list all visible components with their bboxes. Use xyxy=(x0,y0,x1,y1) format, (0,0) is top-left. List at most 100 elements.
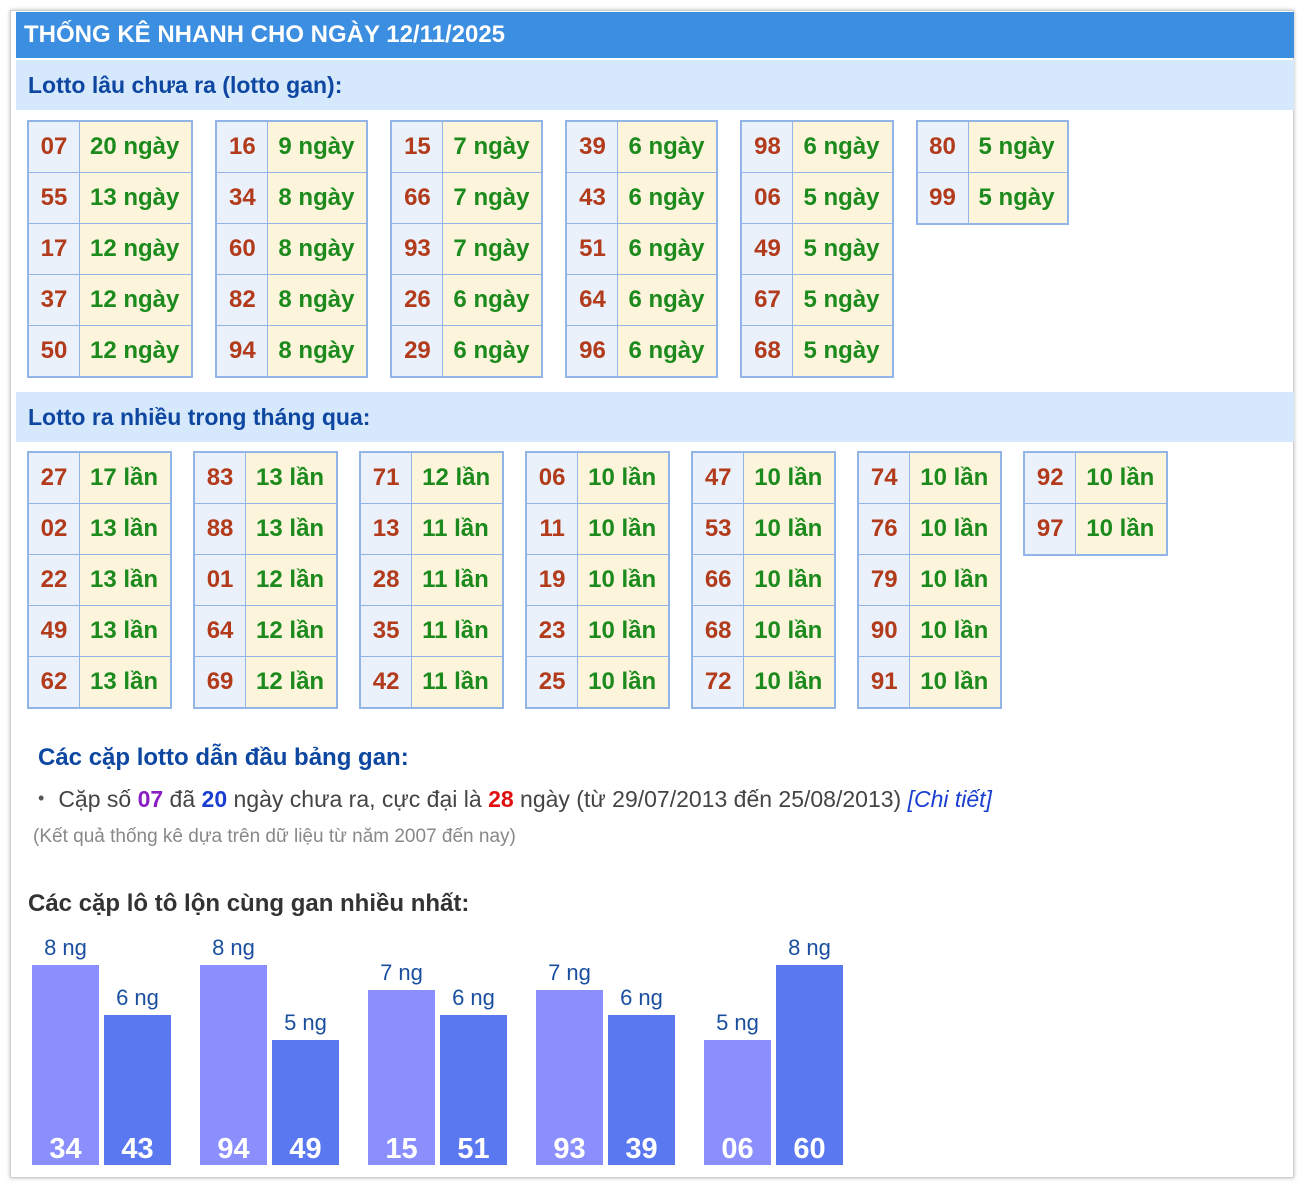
value-label: 7 ng xyxy=(380,960,423,985)
category-label: 34 xyxy=(49,1133,81,1165)
category-label: 43 xyxy=(121,1133,153,1165)
lotto-count: 6 ngày xyxy=(617,325,718,378)
lotto-number: 53 xyxy=(691,503,745,555)
stat-row: 23 10 lần xyxy=(525,605,670,657)
lotto-count: 7 ngày xyxy=(442,172,543,224)
lotto-count: 5 ngày xyxy=(792,172,894,224)
lotto-count: 10 lần xyxy=(577,605,670,657)
stat-row: 49 5 ngày xyxy=(740,223,894,275)
lotto-number: 37 xyxy=(27,274,80,326)
bar xyxy=(200,965,267,1165)
lotto-count: 13 lần xyxy=(245,503,338,555)
lotto-count: 10 lần xyxy=(909,451,1002,504)
lotto-number: 06 xyxy=(740,172,794,224)
lotto-number: 34 xyxy=(215,172,269,224)
stat-row: 16 9 ngày xyxy=(215,120,368,173)
lotto-number: 49 xyxy=(740,223,794,275)
lotto-count: 8 ngày xyxy=(267,172,368,224)
lotto-number: 97 xyxy=(1023,503,1077,556)
section-title: Lotto lâu chưa ra (lotto gan): xyxy=(16,60,1294,110)
stat-row: 49 13 lần xyxy=(27,605,172,657)
value-label: 6 ng xyxy=(116,985,159,1010)
lotto-count: 13 lần xyxy=(79,554,172,606)
stat-row: 93 7 ngày xyxy=(390,223,543,275)
stat-row: 39 6 ngày xyxy=(565,120,718,173)
bar xyxy=(272,1040,339,1165)
lotto-count: 6 ngày xyxy=(617,223,718,275)
table-body: 83 13 lần 88 13 lần 01 12 lần 64 12 lần 69 12 lần xyxy=(193,451,338,709)
stat-row: 82 8 ngày xyxy=(215,274,368,326)
lotto-count: 10 lần xyxy=(909,605,1002,657)
lotto-number: 39 xyxy=(565,120,619,173)
lotto-count: 11 lần xyxy=(411,554,504,606)
lotto-number: 01 xyxy=(193,554,247,606)
lotto-count: 6 ngày xyxy=(617,120,718,173)
lotto-number: 94 xyxy=(215,325,269,378)
stat-table: 83 13 lần 88 13 lần 01 12 lần 64 12 lần 69 12 lần xyxy=(193,451,339,709)
lotto-count: 5 ngày xyxy=(967,172,1069,225)
lotto-number: 47 xyxy=(691,451,745,504)
lotto-number: 67 xyxy=(740,274,794,326)
lotto-count: 13 lần xyxy=(79,503,172,555)
stat-row: 01 12 lần xyxy=(193,554,338,606)
lotto-count: 10 lần xyxy=(743,605,836,657)
lotto-count: 10 lần xyxy=(577,503,670,555)
note: (Kết quả thống kê dựa trên dữ liệu từ nă… xyxy=(33,826,516,847)
lotto-number: 22 xyxy=(27,554,80,606)
table-body: 06 10 lần 11 10 lần 19 10 lần 23 10 lần 25 10 lần xyxy=(525,451,670,709)
lotto-number: 72 xyxy=(691,656,745,709)
lotto-number: 15 xyxy=(390,120,444,173)
bar xyxy=(368,990,435,1165)
lotto-count: 12 ngày xyxy=(79,274,193,326)
lotto-number: 19 xyxy=(525,554,579,606)
lotto-count: 13 ngày xyxy=(79,172,193,224)
pairs-title: Các cặp lotto dẫn đầu bảng gan: xyxy=(38,744,409,771)
stat-row: 60 8 ngày xyxy=(215,223,368,275)
lotto-number: 96 xyxy=(565,325,619,378)
lotto-number: 83 xyxy=(193,451,247,504)
lotto-count: 6 ngày xyxy=(617,172,718,224)
lotto-number: 64 xyxy=(565,274,619,326)
lotto-number: 07 xyxy=(27,120,80,173)
lotto-number: 17 xyxy=(27,223,80,275)
stat-row: 69 12 lần xyxy=(193,656,338,709)
value-label: 7 ng xyxy=(548,960,591,985)
lotto-number: 82 xyxy=(215,274,269,326)
lotto-count: 5 ngày xyxy=(792,325,894,378)
stat-row: 72 10 lần xyxy=(691,656,836,709)
stat-row: 06 5 ngày xyxy=(740,172,894,224)
lotto-count: 10 lần xyxy=(909,503,1002,555)
stat-table: 16 9 ngày 34 8 ngày 60 8 ngày 82 8 ngày 94 8 ngày xyxy=(215,120,369,378)
text: đã xyxy=(163,786,202,812)
gan-grid: 07 20 ngày 55 13 ngày 17 12 ngày 37 12 ngày 50 12… xyxy=(27,120,1069,378)
stat-table: 98 6 ngày 06 5 ngày 49 5 ngày 67 5 ngày 68 5 ngày xyxy=(740,120,894,378)
lotto-number: 43 xyxy=(565,172,619,224)
pairs-line: • Cặp số 07 đã 20 ngày chưa ra, cực đại l… xyxy=(38,786,992,813)
stat-row: 22 13 lần xyxy=(27,554,172,606)
lotto-number: 66 xyxy=(390,172,444,224)
lotto-number: 68 xyxy=(740,325,794,378)
lotto-count: 10 lần xyxy=(743,503,836,555)
bar xyxy=(536,990,603,1165)
bar xyxy=(440,1015,507,1165)
lotto-number: 42 xyxy=(359,656,413,709)
stat-table: 07 20 ngày 55 13 ngày 17 12 ngày 37 12 ngày 50 12… xyxy=(27,120,194,378)
category-label: 60 xyxy=(793,1133,825,1165)
lotto-number: 62 xyxy=(27,656,80,709)
stat-row: 15 7 ngày xyxy=(390,120,543,173)
lotto-count: 10 lần xyxy=(1075,451,1168,504)
lotto-number: 50 xyxy=(27,325,80,378)
table-body: 15 7 ngày 66 7 ngày 93 7 ngày 26 6 ngày 29 6 ngày xyxy=(390,120,543,378)
header-title: THỐNG KÊ NHANH CHO NGÀY 12/11/2025 xyxy=(16,12,1294,58)
lotto-number: 27 xyxy=(27,451,80,504)
table-body: 39 6 ngày 43 6 ngày 51 6 ngày 64 6 ngày 96 6 ngày xyxy=(565,120,718,378)
detail-link[interactable]: [Chi tiết] xyxy=(907,786,992,812)
lotto-count: 7 ngày xyxy=(442,120,543,173)
stat-row: 27 17 lần xyxy=(27,451,172,504)
lotto-number: 28 xyxy=(359,554,413,606)
lotto-number: 99 xyxy=(916,172,969,225)
lotto-number: 29 xyxy=(390,325,444,378)
lotto-count: 13 lần xyxy=(79,605,172,657)
table-body: 47 10 lần 53 10 lần 66 10 lần 68 10 lần 72 10 lần xyxy=(691,451,836,709)
